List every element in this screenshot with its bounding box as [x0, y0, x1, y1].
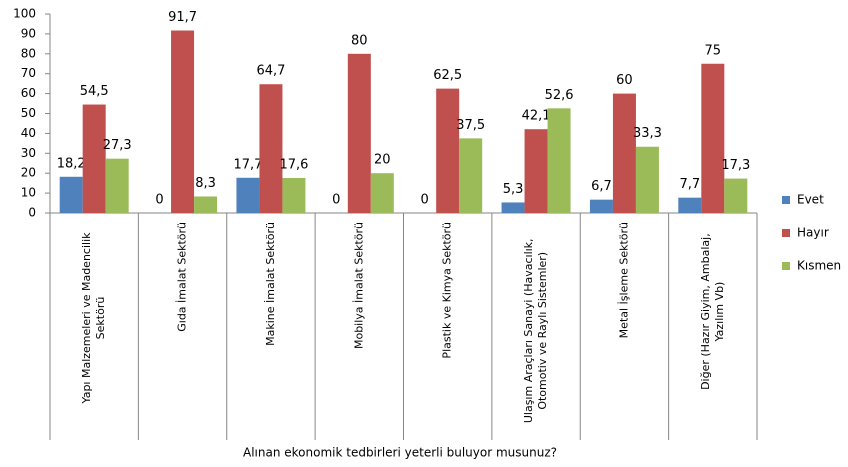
bar — [612, 93, 636, 213]
y-tick-label: 0 — [28, 206, 36, 220]
data-label: 42,1 — [522, 109, 551, 124]
data-label: 0 — [155, 193, 163, 208]
x-tick-label: Diğer (Hazır Giyim, Ambalaj,Yazılım Vb) — [699, 233, 726, 390]
data-label: 17,6 — [279, 157, 308, 172]
bar — [194, 196, 218, 213]
bar — [524, 129, 548, 213]
bar — [259, 84, 283, 213]
x-tick-label: Gıda İmalat Sektörü — [176, 222, 189, 332]
data-label: 8,3 — [195, 176, 216, 191]
bar — [236, 177, 260, 213]
data-label: 0 — [332, 193, 340, 208]
data-label: 0 — [421, 193, 429, 208]
data-label: 60 — [616, 73, 633, 88]
y-tick-label: 60 — [21, 86, 36, 100]
x-tick-label: Ulaşım Araçları Sanayi (Havacılık,Otomot… — [522, 238, 549, 423]
bar — [635, 146, 659, 213]
data-label: 18,2 — [57, 156, 86, 171]
data-label: 17,7 — [233, 157, 262, 172]
y-tick-label: 100 — [13, 7, 36, 21]
bar — [171, 30, 195, 214]
data-label: 91,7 — [168, 10, 197, 25]
x-tick-label: Mobilya İmalat Sektörü — [352, 222, 365, 349]
y-tick-label: 20 — [21, 166, 36, 180]
data-label: 37,5 — [456, 118, 485, 133]
bar — [59, 176, 83, 213]
y-tick-label: 70 — [21, 66, 36, 80]
x-axis-title: Alınan ekonomik tedbirleri yeterli buluy… — [243, 446, 557, 460]
bar — [282, 177, 306, 213]
legend-label: Kısmen — [797, 259, 841, 273]
bar — [589, 199, 613, 213]
bar — [459, 138, 483, 213]
data-label: 7,7 — [679, 177, 700, 192]
data-label: 54,5 — [80, 84, 109, 99]
data-label: 80 — [351, 33, 368, 48]
y-tick-label: 30 — [21, 146, 36, 160]
data-label: 17,3 — [721, 158, 750, 173]
data-label: 75 — [705, 43, 722, 58]
data-label: 33,3 — [633, 126, 662, 141]
bar — [82, 104, 106, 213]
y-tick-label: 10 — [21, 186, 36, 200]
y-tick-label: 40 — [21, 126, 36, 140]
legend-swatch — [782, 196, 790, 204]
data-label: 6,7 — [591, 179, 612, 194]
y-tick-label: 90 — [21, 26, 36, 40]
data-label: 5,3 — [503, 182, 524, 197]
legend-label: Evet — [797, 193, 824, 207]
bar — [370, 173, 394, 213]
data-label: 52,6 — [545, 88, 574, 103]
data-label: 62,5 — [433, 68, 462, 83]
x-tick-label: Makine İmalat Sektörü — [264, 222, 277, 346]
bar — [701, 63, 725, 213]
x-tick-label: Yapı Malzemeleri ve MadencilikSektörü — [80, 232, 107, 405]
bar — [724, 178, 748, 213]
bar — [547, 108, 571, 213]
bar — [347, 53, 371, 213]
bar — [105, 158, 129, 213]
data-label: 64,7 — [256, 64, 285, 79]
data-label: 27,3 — [103, 138, 132, 153]
x-tick-label: Plastik ve Kimya Sektörü — [441, 222, 454, 359]
y-tick-label: 50 — [21, 106, 36, 120]
legend-swatch — [782, 229, 790, 237]
bar — [678, 197, 702, 213]
y-tick-label: 80 — [21, 46, 36, 60]
bar — [501, 202, 525, 213]
legend-swatch — [782, 262, 790, 270]
data-label: 20 — [374, 153, 391, 168]
x-tick-label: Metal İşleme Sektörü — [617, 222, 630, 338]
legend-label: Hayır — [797, 226, 829, 240]
bar — [436, 88, 460, 213]
